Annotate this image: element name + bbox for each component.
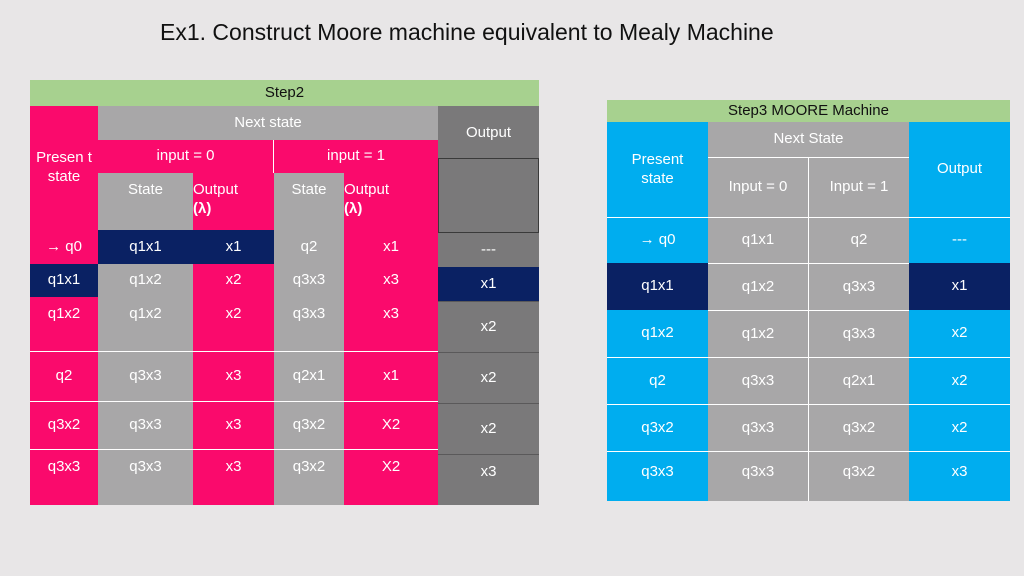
table-cell: q3x3	[98, 401, 193, 449]
table-cell: q3x3	[708, 451, 809, 501]
step2-output0-text: Output	[193, 181, 239, 198]
step2-present-state-header: Presen t state	[30, 106, 98, 230]
table-cell: q1x1	[708, 217, 809, 263]
step2-input0-header: input = 0	[98, 140, 274, 173]
step2-state0-label: State	[98, 173, 193, 230]
table-cell: X2	[344, 449, 438, 505]
table-cell: → q0	[30, 230, 98, 264]
table-cell: x3	[344, 264, 438, 297]
table-cell: q1x2	[30, 297, 98, 330]
table-cell: x2	[909, 310, 1010, 357]
table-cell: X2	[344, 401, 438, 449]
step3-input0-header: Input = 0	[708, 157, 809, 217]
table-cell: q3x3	[274, 297, 344, 351]
table-cell: → q0	[607, 217, 708, 263]
table-cell: x3	[438, 454, 539, 505]
table-cell: q1x2	[708, 310, 809, 357]
table-cell: q1x2	[98, 264, 193, 297]
table-cell: q3x2	[809, 404, 909, 451]
table-cell: x2	[909, 357, 1010, 404]
table-cell: q3x3	[809, 263, 909, 310]
table-cell: x1	[344, 351, 438, 401]
table-cell: x2	[438, 403, 539, 454]
step2-output0-label: Output (λ)	[193, 173, 274, 230]
step2-output1-lambda: (λ)	[344, 199, 363, 217]
table-cell: x2	[909, 404, 1010, 451]
table-cell: x1	[909, 263, 1010, 310]
step3-present-state-header: Present state	[607, 122, 708, 217]
table-cell: x2	[438, 301, 539, 352]
table-cell: q1x1	[30, 264, 98, 297]
lambda-symbol: λ	[349, 199, 358, 217]
table-cell: q3x2	[809, 451, 909, 501]
table-cell: q2	[30, 351, 98, 401]
table-cell: q2	[809, 217, 909, 263]
table-cell: q2x1	[274, 351, 344, 401]
step2-input1-header: input = 1	[274, 140, 438, 173]
table-cell: ---	[909, 217, 1010, 263]
table-cell: q3x3	[274, 264, 344, 297]
step2-output-header-blank	[438, 158, 539, 233]
table-cell: x3	[909, 451, 1010, 501]
step2-output-header: Output	[438, 106, 539, 158]
table-cell: x2	[193, 297, 274, 351]
table-cell: x1	[344, 230, 438, 264]
table-cell: q3x3	[607, 451, 708, 501]
step2-next-state-header: Next state	[98, 106, 438, 140]
table-cell: q1x2	[708, 263, 809, 310]
step3-input1-header: Input = 1	[809, 157, 909, 217]
spacer	[30, 330, 98, 351]
table-cell: q2x1	[809, 357, 909, 404]
table-cell: x3	[193, 449, 274, 505]
lambda-symbol: λ	[198, 199, 207, 217]
table-cell: q3x2	[274, 449, 344, 505]
table-cell: q1x1	[607, 263, 708, 310]
table-cell: x3	[193, 351, 274, 401]
step2-output1-label: Output (λ)	[344, 173, 438, 230]
step3-title: Step3 MOORE Machine	[607, 100, 1010, 122]
table-cell: q1x1	[98, 230, 193, 264]
table-cell: q1x2	[607, 310, 708, 357]
table-cell: q3x3	[708, 404, 809, 451]
step2-state1-label: State	[274, 173, 344, 230]
table-cell: q3x3	[30, 449, 98, 505]
table-cell: q3x2	[30, 401, 98, 449]
table-cell: x2	[193, 264, 274, 297]
table-cell: q3x3	[98, 351, 193, 401]
table-cell: x3	[193, 401, 274, 449]
table-cell: q3x3	[809, 310, 909, 357]
table-cell: q1x2	[98, 297, 193, 351]
step2-output0-lambda: (λ)	[193, 199, 212, 217]
step3-next-state-header: Next State	[708, 122, 909, 157]
step2-title: Step2	[30, 80, 539, 106]
table-cell: q3x2	[274, 401, 344, 449]
table-cell: ---	[438, 233, 539, 267]
table-cell: q3x3	[98, 449, 193, 505]
table-cell: x2	[438, 352, 539, 403]
step2-output1-text: Output	[344, 181, 390, 198]
table-cell: x1	[438, 267, 539, 301]
table-cell: q3x3	[708, 357, 809, 404]
table-cell: x1	[193, 230, 274, 264]
page-title: Ex1. Construct Moore machine equivalent …	[160, 19, 774, 45]
table-cell: x3	[344, 297, 438, 351]
step3-output-header: Output	[909, 122, 1010, 217]
table-cell: q3x2	[607, 404, 708, 451]
table-cell: q2	[274, 230, 344, 264]
table-cell: q2	[607, 357, 708, 404]
